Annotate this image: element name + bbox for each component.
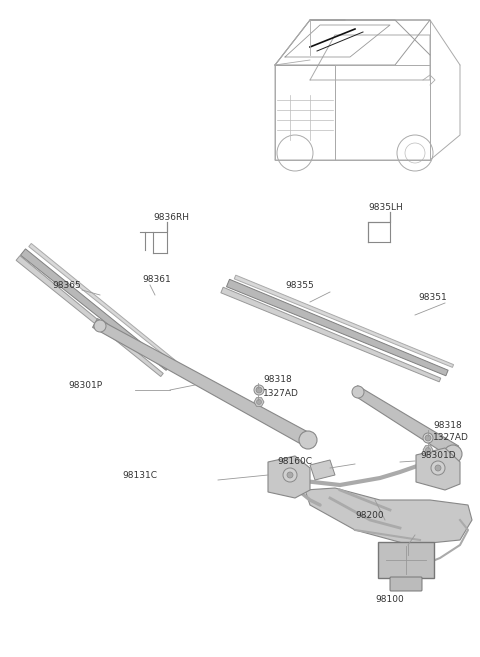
Text: 98301P: 98301P xyxy=(68,380,102,390)
Circle shape xyxy=(287,472,293,478)
Polygon shape xyxy=(254,397,264,406)
Text: 9836RH: 9836RH xyxy=(153,214,189,223)
Circle shape xyxy=(256,387,262,393)
Circle shape xyxy=(425,435,431,441)
Circle shape xyxy=(444,445,462,463)
Polygon shape xyxy=(29,244,176,363)
Text: 98355: 98355 xyxy=(285,281,314,290)
Circle shape xyxy=(94,320,106,332)
Circle shape xyxy=(299,431,317,449)
Text: 98200: 98200 xyxy=(355,512,384,520)
Circle shape xyxy=(256,399,262,405)
Polygon shape xyxy=(310,460,335,480)
Text: 1327AD: 1327AD xyxy=(433,434,469,443)
Polygon shape xyxy=(352,386,459,458)
Text: 98351: 98351 xyxy=(418,294,447,302)
Text: 98301D: 98301D xyxy=(420,451,456,461)
Polygon shape xyxy=(268,456,310,498)
Polygon shape xyxy=(21,249,170,371)
Polygon shape xyxy=(221,287,441,382)
Polygon shape xyxy=(305,488,472,545)
Text: 98318: 98318 xyxy=(433,420,462,430)
Circle shape xyxy=(283,468,297,482)
Circle shape xyxy=(254,385,264,395)
Text: 98100: 98100 xyxy=(376,595,404,604)
Text: 98361: 98361 xyxy=(142,275,171,284)
Text: 1327AD: 1327AD xyxy=(263,388,299,397)
Text: 9835LH: 9835LH xyxy=(368,202,403,212)
Text: 98131C: 98131C xyxy=(122,472,157,480)
Polygon shape xyxy=(16,256,163,376)
Polygon shape xyxy=(378,542,434,578)
Circle shape xyxy=(435,465,441,471)
Polygon shape xyxy=(423,445,433,455)
Text: 98160C: 98160C xyxy=(277,457,312,466)
Polygon shape xyxy=(416,448,460,490)
Circle shape xyxy=(352,386,364,398)
Circle shape xyxy=(431,461,445,475)
Text: 98318: 98318 xyxy=(263,376,292,384)
Polygon shape xyxy=(227,279,448,376)
Circle shape xyxy=(423,433,433,443)
Polygon shape xyxy=(93,319,312,446)
Circle shape xyxy=(425,447,431,453)
FancyBboxPatch shape xyxy=(390,577,422,591)
Polygon shape xyxy=(234,275,454,367)
Text: 98365: 98365 xyxy=(52,281,81,290)
